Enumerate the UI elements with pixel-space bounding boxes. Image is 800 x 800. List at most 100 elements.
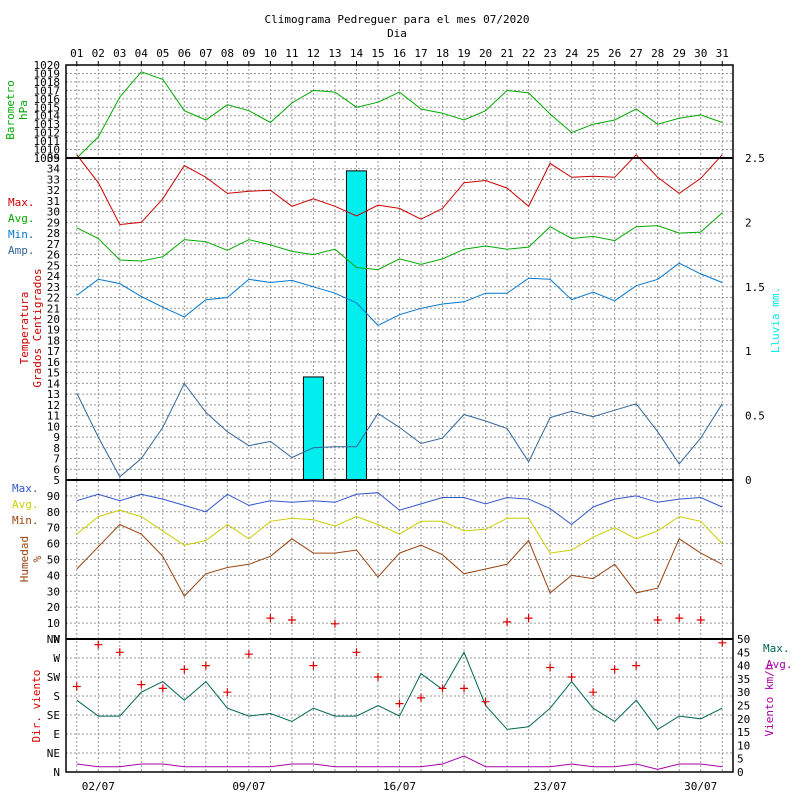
x-tick-label: 08	[221, 47, 234, 60]
y-tick-label: 33	[47, 173, 60, 186]
barometer-label: Barometro	[4, 80, 17, 140]
y-tick-label: 50	[47, 554, 60, 567]
rain-bar	[345, 170, 367, 481]
y-tick-label: 14	[47, 377, 61, 390]
y2-tick-label: 20	[737, 713, 750, 726]
x-tick-label: 05	[156, 47, 169, 60]
y-tick-label: 12	[47, 399, 60, 412]
y2-tick-label: 15	[737, 726, 750, 739]
y2-tick-label: 35	[737, 673, 750, 686]
y-tick-label: 31	[47, 195, 60, 208]
y-tick-label: 26	[47, 249, 60, 262]
y-tick-label: 30	[47, 585, 60, 598]
labels-layer: 1009101010111012101310141015101610171018…	[4, 47, 793, 793]
temp-amp-line	[76, 382, 723, 478]
wind-dir-marker	[72, 682, 81, 691]
y-tick-label: 20	[47, 313, 60, 326]
wind-dir-marker	[524, 614, 533, 623]
wind-dir-marker	[94, 640, 103, 649]
grid-layer	[66, 65, 733, 772]
wind-dir-marker	[309, 661, 318, 670]
wind-dir-marker	[503, 617, 512, 626]
wind-dir-marker	[460, 684, 469, 693]
y-tick-label: 40	[47, 569, 60, 582]
humidity-legend-item: Max.	[12, 482, 39, 495]
y-tick-label: 21	[47, 302, 60, 315]
x-tick-label: 13	[328, 47, 341, 60]
y-tick-label: 19	[47, 324, 60, 337]
x-tick-label: 25	[587, 47, 600, 60]
y-tick-label: 1014	[34, 110, 61, 123]
humidity-avg-line	[76, 509, 723, 554]
wind-dir-marker	[632, 661, 641, 670]
y-tick-label: 34	[47, 163, 61, 176]
y-tick-label: 10	[47, 420, 60, 433]
y-tick-label: SE	[47, 709, 60, 722]
wind-dir-marker	[610, 665, 619, 674]
wind-dir-marker	[373, 673, 382, 681]
wind-dir-marker	[287, 616, 296, 624]
rain-bars-layer	[302, 170, 367, 481]
y-tick-label: 5	[53, 474, 60, 487]
x-tick-label: 30	[694, 47, 707, 60]
x-date-label: 02/07	[82, 780, 115, 793]
y-tick-label: 28	[47, 227, 60, 240]
temp-legend-item: Max.	[8, 196, 35, 209]
wind-dir-marker	[546, 663, 555, 672]
series-lines-layer	[72, 71, 727, 770]
y-tick-label: 70	[47, 522, 60, 535]
x-tick-label: 03	[113, 47, 126, 60]
y-tick-label: 60	[47, 538, 60, 551]
x-tick-label: 17	[414, 47, 427, 60]
y-tick-label: 20	[47, 601, 60, 614]
humidity-legend-item: Avg.	[12, 498, 39, 511]
y-tick-label: 11	[47, 410, 60, 423]
wind-dir-marker	[567, 673, 576, 681]
x-tick-label: 07	[199, 47, 212, 60]
y2-tick-label: 50	[737, 633, 750, 646]
y-tick-label: 9	[53, 431, 60, 444]
temp-max-line	[76, 154, 723, 226]
wind-dir-marker	[330, 619, 339, 628]
wind-dir-marker	[115, 648, 124, 657]
x-tick-label: 19	[457, 47, 470, 60]
x-tick-label: 06	[178, 47, 191, 60]
y-tick-label: S	[53, 690, 60, 703]
x-tick-label: 18	[436, 47, 449, 60]
humidity-legend-item: Min.	[12, 514, 39, 527]
y2-tick-label: 0	[737, 766, 744, 779]
wind-dir-marker	[438, 684, 447, 693]
y-tick-label: N	[53, 633, 60, 646]
wind-dir-marker	[675, 614, 684, 623]
y-tick-label: 1018	[34, 76, 61, 89]
y-tick-label: N	[53, 766, 60, 779]
x-tick-label: 16	[393, 47, 406, 60]
y-tick-label: E	[53, 728, 60, 741]
wind-dir-marker	[158, 684, 167, 693]
y-tick-label: W	[53, 652, 60, 665]
rain-bar	[302, 376, 324, 481]
y2-tick-label: 10	[737, 739, 750, 752]
y-tick-label: 15	[47, 367, 60, 380]
x-tick-label: 10	[264, 47, 277, 60]
x-axis-label: Dia	[387, 27, 407, 40]
y-tick-label: 22	[47, 292, 60, 305]
wind-dir-marker	[589, 688, 598, 697]
y-tick-label: 27	[47, 238, 60, 251]
temp-min-line	[76, 262, 723, 327]
y-tick-label: 1016	[34, 93, 61, 106]
y2-tick-label: 25	[737, 700, 750, 713]
wind-dir-marker	[266, 614, 275, 623]
wind-avg-line	[76, 755, 723, 770]
y-tick-label: 29	[47, 216, 60, 229]
humidity-max-line	[76, 492, 723, 526]
y-tick-label: 1017	[34, 84, 61, 97]
x-tick-label: 26	[608, 47, 621, 60]
y2-tick-label: 0	[745, 474, 752, 487]
humidity-min-line	[76, 523, 723, 597]
x-tick-label: 27	[630, 47, 643, 60]
y-tick-label: 17	[47, 345, 60, 358]
y-tick-label: 80	[47, 506, 60, 519]
rain-axis-label: Lluvia mm.	[769, 287, 782, 353]
